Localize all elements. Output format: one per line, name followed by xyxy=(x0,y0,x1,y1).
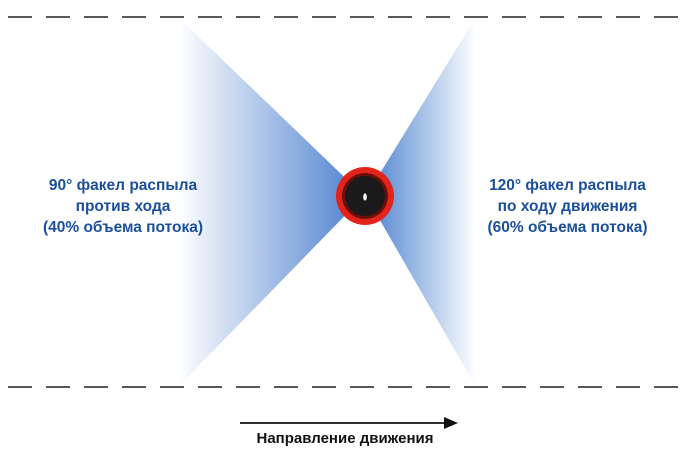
left-spray-label: 90° факел распыла против хода (40% объем… xyxy=(8,175,238,238)
direction-arrow-icon xyxy=(240,417,458,429)
right-spray-flow-share: (60% объема потока) xyxy=(487,219,648,236)
left-spray-direction: против хода xyxy=(75,198,171,215)
right-spray-label: 120° факел распыла по ходу движения (60%… xyxy=(450,175,685,238)
left-spray-angle: 90° факел распыла xyxy=(48,177,198,194)
direction-label: Направление движения xyxy=(256,430,434,447)
spray-fan-left xyxy=(178,17,364,387)
right-spray-direction: по ходу движения xyxy=(497,198,638,215)
left-spray-flow-share: (40% объема потока) xyxy=(42,219,204,236)
right-spray-angle: 120° факел распыла xyxy=(489,177,646,194)
nozzle-icon xyxy=(336,167,394,225)
spray-fan-right xyxy=(366,17,476,387)
